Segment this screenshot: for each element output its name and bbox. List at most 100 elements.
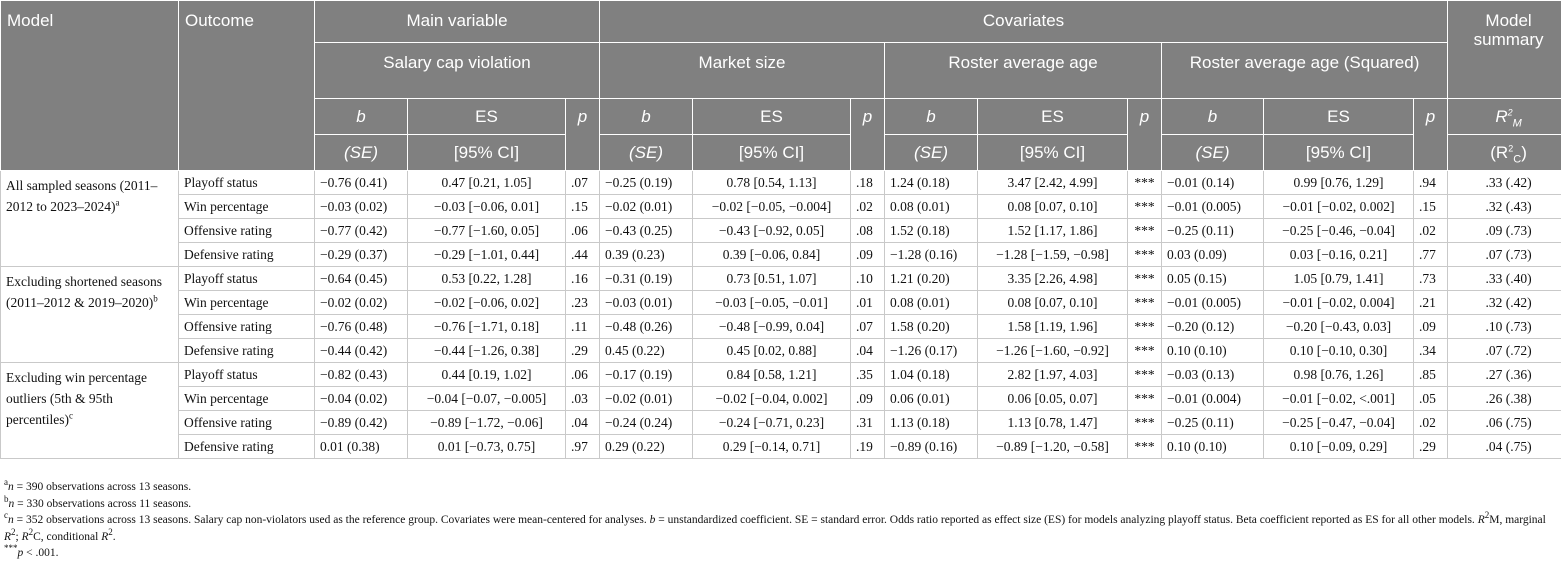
cell-agesq-p: .02 xyxy=(1413,218,1449,243)
cell-market-b: −0.24 (0.24) xyxy=(599,410,694,435)
cell-agesq-b: −0.01 (0.005) xyxy=(1161,290,1265,315)
cell-outcome: Defensive rating xyxy=(178,242,315,267)
cell-age-b: 1.52 (0.18) xyxy=(884,218,979,243)
footnote-c: cn = 352 observations across 13 seasons.… xyxy=(4,510,1546,543)
cell-model-summary: .06 (.75) xyxy=(1447,410,1561,435)
model-group-label: Excluding win percentage outliers (5th &… xyxy=(0,362,179,459)
cell-market-p: .10 xyxy=(850,266,886,291)
cell-market-b: −0.02 (0.01) xyxy=(599,386,694,411)
cell-main-b: −0.02 (0.02) xyxy=(314,290,408,315)
cell-market-es: −0.02 [−0.04, 0.002] xyxy=(692,386,852,411)
cell-main-p: .11 xyxy=(564,314,601,339)
cell-model-summary: .09 (.73) xyxy=(1447,218,1561,243)
cell-age-es: −0.89 [−1.20, −0.58] xyxy=(977,434,1129,459)
footnote-b: bn = 330 observations across 11 seasons. xyxy=(4,493,192,510)
table-row: Defensive rating −0.44 (0.42) −0.44 [−1.26… xyxy=(1,338,1561,363)
cell-age-es: 1.58 [1.19, 1.96] xyxy=(977,314,1129,339)
cell-age-es: 0.06 [0.05, 0.07] xyxy=(977,386,1129,411)
cell-age-es: 0.08 [0.07, 0.10] xyxy=(977,194,1129,219)
cell-age-b: −1.28 (0.16) xyxy=(884,242,979,267)
header-r2m: R2M xyxy=(1447,98,1561,135)
cell-age-p: *** xyxy=(1127,170,1163,195)
cell-outcome: Win percentage xyxy=(178,290,315,315)
header-se: (SE) xyxy=(599,134,694,171)
cell-market-b: 0.39 (0.23) xyxy=(599,242,694,267)
cell-market-p: .09 xyxy=(850,242,886,267)
header-covariates: Covariates xyxy=(599,0,1449,43)
cell-market-b: −0.48 (0.26) xyxy=(599,314,694,339)
header-se: (SE) xyxy=(884,134,979,171)
cell-outcome: Playoff status xyxy=(178,170,315,195)
header-outcome: Outcome xyxy=(178,0,315,171)
cell-age-es: 0.08 [0.07, 0.10] xyxy=(977,290,1129,315)
cell-market-es: −0.43 [−0.92, 0.05] xyxy=(692,218,852,243)
cell-main-es: −0.03 [−0.06, 0.01] xyxy=(407,194,566,219)
cell-age-es: −1.26 [−1.60, −0.92] xyxy=(977,338,1129,363)
cell-agesq-p: .73 xyxy=(1413,266,1449,291)
cell-model-summary: .33 (.40) xyxy=(1447,266,1561,291)
cell-agesq-b: −0.03 (0.13) xyxy=(1161,362,1265,387)
cell-agesq-es: 1.05 [0.79, 1.41] xyxy=(1263,266,1415,291)
cell-market-es: −0.48 [−0.99, 0.04] xyxy=(692,314,852,339)
cell-outcome: Playoff status xyxy=(178,362,315,387)
table-row: Win percentage −0.03 (0.02) −0.03 [−0.06, … xyxy=(1,194,1561,219)
cell-market-b: −0.43 (0.25) xyxy=(599,218,694,243)
cell-age-b: −1.26 (0.17) xyxy=(884,338,979,363)
header-b: b xyxy=(314,98,408,135)
cell-age-b: 1.21 (0.20) xyxy=(884,266,979,291)
cell-outcome: Win percentage xyxy=(178,386,315,411)
cell-market-p: .19 xyxy=(850,434,886,459)
cell-outcome: Offensive rating xyxy=(178,314,315,339)
header-model: Model xyxy=(0,0,179,171)
header-p: p xyxy=(1127,98,1163,171)
cell-market-b: −0.25 (0.19) xyxy=(599,170,694,195)
cell-agesq-es: 0.03 [−0.16, 0.21] xyxy=(1263,242,1415,267)
cell-model-summary: .33 (.42) xyxy=(1447,170,1561,195)
cell-age-b: 0.08 (0.01) xyxy=(884,194,979,219)
cell-age-b: 0.08 (0.01) xyxy=(884,290,979,315)
table-body: All sampled seasons (2011–2012 to 2023–2… xyxy=(0,170,1561,459)
header-ci: [95% CI] xyxy=(692,134,852,171)
cell-age-p: *** xyxy=(1127,218,1163,243)
cell-market-b: 0.45 (0.22) xyxy=(599,338,694,363)
cell-main-p: .03 xyxy=(564,386,601,411)
header-r2c: (R2C) xyxy=(1447,134,1561,171)
cell-market-b: −0.31 (0.19) xyxy=(599,266,694,291)
cell-market-es: −0.03 [−0.05, −0.01] xyxy=(692,290,852,315)
footnote-significance: ***p < .001. xyxy=(4,543,59,559)
header-es: ES xyxy=(407,98,566,135)
table-row: Excluding shortened seasons (2011–2012 &… xyxy=(0,266,1561,363)
cell-market-b: −0.17 (0.19) xyxy=(599,362,694,387)
cell-main-b: 0.01 (0.38) xyxy=(314,434,408,459)
cell-agesq-p: .94 xyxy=(1413,170,1449,195)
table-row: Win percentage −0.04 (0.02) −0.04 [−0.07, … xyxy=(1,386,1561,411)
cell-main-es: −0.29 [−1.01, 0.44] xyxy=(407,242,566,267)
cell-market-es: 0.45 [0.02, 0.88] xyxy=(692,338,852,363)
cell-market-p: .31 xyxy=(850,410,886,435)
cell-agesq-p: .09 xyxy=(1413,314,1449,339)
cell-outcome: Offensive rating xyxy=(178,218,315,243)
cell-agesq-es: −0.01 [−0.02, <.001] xyxy=(1263,386,1415,411)
table-row: Offensive rating −0.89 (0.42) −0.89 [−1.72… xyxy=(1,410,1561,435)
cell-model-summary: .32 (.42) xyxy=(1447,290,1561,315)
cell-age-b: 1.24 (0.18) xyxy=(884,170,979,195)
cell-main-p: .44 xyxy=(564,242,601,267)
cell-age-es: 1.52 [1.17, 1.86] xyxy=(977,218,1129,243)
cell-agesq-es: 0.98 [0.76, 1.26] xyxy=(1263,362,1415,387)
cell-main-p: .06 xyxy=(564,362,601,387)
cell-agesq-b: 0.03 (0.09) xyxy=(1161,242,1265,267)
cell-main-p: .15 xyxy=(564,194,601,219)
cell-age-p: *** xyxy=(1127,362,1163,387)
cell-agesq-p: .77 xyxy=(1413,242,1449,267)
header-se: (SE) xyxy=(1161,134,1265,171)
cell-age-es: 1.13 [0.78, 1.47] xyxy=(977,410,1129,435)
cell-market-b: −0.02 (0.01) xyxy=(599,194,694,219)
header-roster-age: Roster average age xyxy=(884,42,1163,99)
cell-age-b: 0.06 (0.01) xyxy=(884,386,979,411)
cell-main-es: −0.02 [−0.06, 0.02] xyxy=(407,290,566,315)
cell-age-es: 3.47 [2.42, 4.99] xyxy=(977,170,1129,195)
cell-market-b: −0.03 (0.01) xyxy=(599,290,694,315)
cell-main-es: 0.44 [0.19, 1.02] xyxy=(407,362,566,387)
table-row: Win percentage −0.02 (0.02) −0.02 [−0.06, … xyxy=(1,290,1561,315)
cell-market-p: .04 xyxy=(850,338,886,363)
